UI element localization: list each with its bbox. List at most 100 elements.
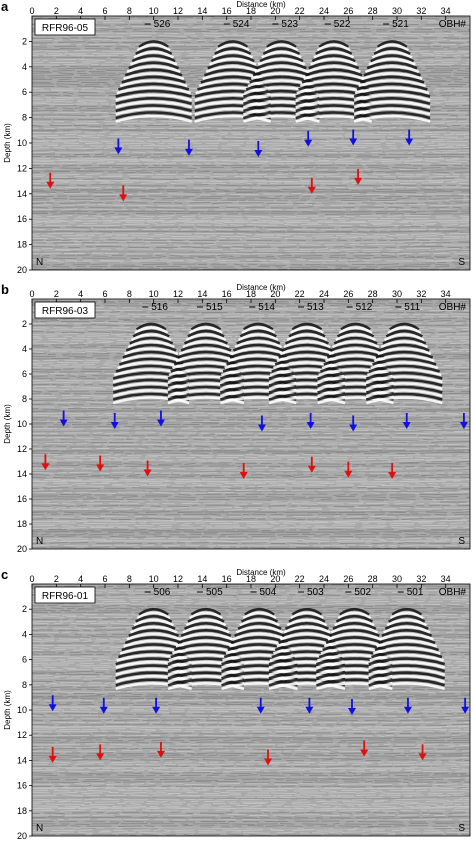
x-tick-label: 12 — [173, 289, 183, 299]
x-axis-title: Distance (km) — [236, 0, 286, 9]
red-arrow — [46, 172, 55, 189]
obh-label: 505 — [206, 587, 223, 598]
x-tick-label: 0 — [29, 6, 34, 16]
obh-label: 514 — [258, 302, 275, 313]
x-tick-label: 8 — [127, 6, 132, 16]
red-arrow — [96, 455, 105, 472]
blue-arrow — [405, 129, 414, 146]
y-tick-label: 12 — [17, 163, 27, 173]
x-tick-label: 2 — [54, 289, 59, 299]
seismic-texture — [32, 299, 470, 549]
x-tick-label: 22 — [295, 6, 305, 16]
y-tick-label: 16 — [17, 214, 27, 224]
obh-label: 521 — [392, 19, 409, 30]
y-tick-label: 10 — [17, 419, 27, 429]
red-arrow — [418, 744, 427, 761]
y-tick-label: 18 — [17, 519, 27, 529]
x-tick-label: 6 — [102, 289, 107, 299]
y-tick-label: 2 — [22, 36, 27, 46]
south-label: S — [458, 257, 465, 268]
blue-arrow — [59, 410, 68, 427]
y-tick-label: 20 — [17, 544, 27, 554]
red-arrow — [307, 177, 316, 194]
obh-header: OBH# — [439, 587, 467, 598]
north-label: N — [36, 823, 43, 834]
x-tick-label: 34 — [441, 574, 451, 584]
obh-label: 512 — [356, 302, 373, 313]
y-axis-title: Depth (km) — [3, 404, 12, 444]
x-tick-label: 8 — [127, 289, 132, 299]
y-tick-label: 10 — [17, 138, 27, 148]
blue-arrow — [110, 413, 119, 429]
y-tick-label: 10 — [17, 705, 27, 715]
y-axis-title: Depth (km) — [3, 123, 12, 163]
obh-label: 501 — [407, 587, 424, 598]
x-tick-label: 6 — [102, 6, 107, 16]
obh-header: OBH# — [439, 19, 467, 30]
blue-arrow — [152, 697, 161, 714]
x-tick-label: 2 — [54, 574, 59, 584]
blue-arrow — [114, 138, 123, 155]
profile-label: RFR96-01 — [42, 591, 89, 602]
x-tick-label: 18 — [246, 574, 256, 584]
red-arrow — [239, 463, 248, 479]
y-tick-label: 14 — [17, 189, 27, 199]
x-tick-label: 34 — [441, 289, 451, 299]
x-tick-label: 34 — [441, 6, 451, 16]
red-arrow — [264, 749, 273, 766]
red-arrow — [156, 741, 165, 758]
obh-header: OBH# — [439, 302, 467, 313]
x-tick-label: 26 — [343, 289, 353, 299]
blue-arrow — [48, 695, 57, 712]
obh-label: 506 — [154, 587, 171, 598]
y-tick-label: 6 — [22, 655, 27, 665]
x-tick-label: 2 — [54, 6, 59, 16]
south-label: S — [458, 823, 465, 834]
y-tick-label: 4 — [22, 629, 27, 639]
y-axis-title: Depth (km) — [3, 690, 12, 730]
obh-label: 523 — [281, 19, 298, 30]
x-tick-label: 20 — [270, 289, 280, 299]
x-tick-label: 26 — [343, 6, 353, 16]
panel-letter: b — [1, 283, 9, 297]
x-tick-label: 14 — [197, 289, 207, 299]
red-arrow — [41, 454, 50, 471]
y-tick-label: 4 — [22, 62, 27, 72]
obh-label: 504 — [260, 587, 277, 598]
x-axis-title: Distance (km) — [236, 568, 286, 577]
x-tick-label: 24 — [319, 289, 329, 299]
obh-label: 524 — [233, 19, 250, 30]
blue-arrow — [349, 129, 358, 146]
x-tick-label: 10 — [149, 6, 159, 16]
blue-arrow — [459, 413, 468, 429]
x-tick-label: 18 — [246, 6, 256, 16]
x-tick-label: 28 — [368, 574, 378, 584]
profile-label-box — [34, 586, 96, 604]
y-tick-label: 8 — [22, 680, 27, 690]
red-arrow — [143, 460, 152, 477]
blue-arrow — [254, 140, 263, 157]
x-tick-label: 24 — [319, 6, 329, 16]
x-tick-label: 32 — [416, 6, 426, 16]
blue-arrow — [349, 415, 358, 432]
obh-label: 522 — [334, 19, 351, 30]
y-tick-label: 20 — [17, 265, 27, 275]
profile-label: RFR96-05 — [42, 23, 89, 34]
x-tick-label: 28 — [368, 6, 378, 16]
y-tick-label: 8 — [22, 394, 27, 404]
profile-label-box — [34, 301, 96, 319]
obh-label: 516 — [151, 302, 168, 313]
seismic-texture — [32, 16, 470, 270]
x-tick-label: 0 — [29, 574, 34, 584]
blue-arrow — [304, 130, 313, 147]
red-arrow — [119, 185, 128, 202]
y-tick-label: 16 — [17, 781, 27, 791]
south-label: S — [458, 536, 465, 547]
panel-a: 0 2 4 6 8 10 12 14 16 18 20 22 24 26 28 30 32 34Distance … — [1, 0, 471, 275]
x-tick-label: 16 — [222, 289, 232, 299]
red-arrow — [344, 461, 353, 478]
blue-arrow — [305, 697, 314, 714]
x-tick-label: 20 — [270, 574, 280, 584]
red-arrow — [354, 168, 363, 185]
obh-label: 511 — [404, 302, 420, 313]
